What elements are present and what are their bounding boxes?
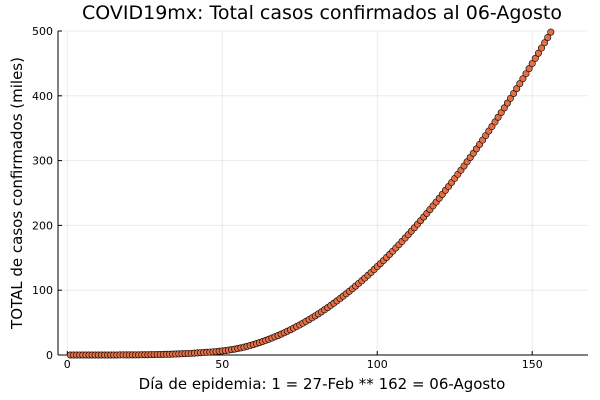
data-point — [510, 89, 518, 97]
points — [66, 28, 555, 359]
data-point — [525, 65, 533, 73]
data-point — [531, 54, 539, 62]
y-axis-label: TOTAL de casos confirmados (miles) — [8, 57, 26, 330]
grid — [58, 30, 588, 356]
y-tick-label: 400 — [32, 90, 53, 103]
axes — [57, 31, 588, 356]
data-point — [538, 44, 546, 52]
data-point — [534, 49, 542, 57]
ticks: 0 50 100 150 0 100 200 300 400 500 — [32, 25, 543, 371]
x-tick-label: 150 — [522, 358, 543, 371]
data-point — [522, 70, 530, 78]
y-tick-label: 100 — [32, 284, 53, 297]
x-tick-label: 50 — [215, 358, 229, 371]
data-point — [541, 39, 549, 47]
y-tick-label: 300 — [32, 155, 53, 168]
y-tick-label: 0 — [46, 349, 53, 362]
data-point — [519, 75, 527, 83]
x-tick-label: 100 — [367, 358, 388, 371]
data-point — [544, 33, 552, 41]
data-point — [528, 60, 536, 68]
x-axis-label: Día de epidemia: 1 = 27-Feb ** 162 = 06-… — [139, 375, 506, 393]
y-tick-label: 200 — [32, 219, 53, 232]
data-point — [547, 28, 555, 36]
x-tick-label: 0 — [64, 358, 71, 371]
chart-title: COVID19mx: Total casos confirmados al 06… — [82, 2, 562, 24]
y-tick-label: 500 — [32, 25, 53, 38]
data-point — [516, 80, 524, 88]
data-point — [513, 85, 521, 93]
data-point — [507, 94, 515, 102]
